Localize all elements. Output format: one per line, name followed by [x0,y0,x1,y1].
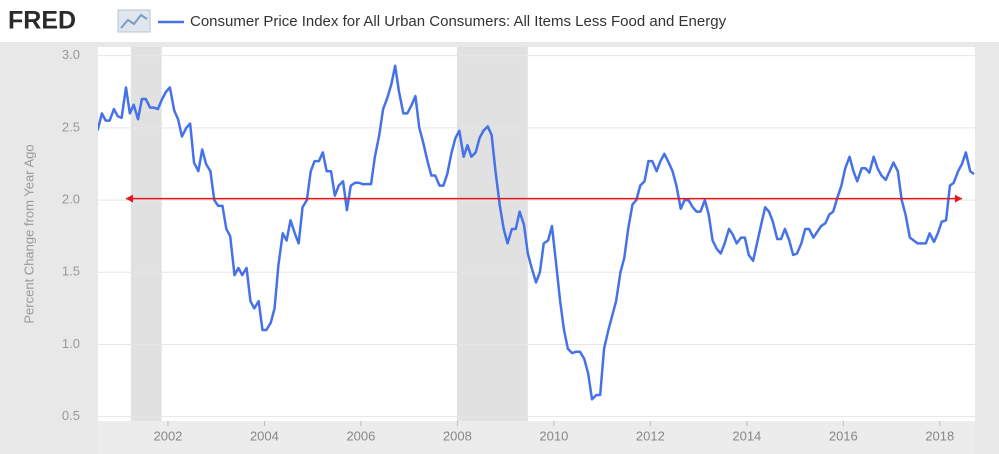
y-tick-label: 1.5 [62,264,80,279]
x-tick-label: 2014 [732,428,761,443]
x-tick-label: 2004 [250,428,279,443]
x-tick-label: 2002 [153,428,182,443]
x-tick-label: 2012 [636,428,665,443]
y-tick-label: 1.0 [62,336,80,351]
y-tick-label: 3.0 [62,47,80,62]
legend-label: Consumer Price Index for All Urban Consu… [190,13,727,30]
x-tick-label: 2006 [346,428,375,443]
x-axis-band [98,421,975,454]
logo-icon [117,9,151,33]
reference-arrow [125,194,962,203]
series-line [98,64,975,401]
y-tick-label: 0.5 [62,408,80,423]
recession-band [130,47,162,421]
arrow-head [954,194,962,203]
x-tick-label: 2016 [829,428,858,443]
logo: FRED [8,7,76,35]
y-axis-label: Percent Change from Year Ago [21,144,36,323]
y-tick-label: 2.0 [62,192,80,207]
arrow-head [125,194,133,203]
x-tick-label: 2010 [539,428,568,443]
x-tick-label: 2008 [443,428,472,443]
y-tick-label: 2.5 [62,119,80,134]
plot-area [98,47,975,421]
x-tick-label: 2018 [925,428,954,443]
recession-band [456,47,528,421]
